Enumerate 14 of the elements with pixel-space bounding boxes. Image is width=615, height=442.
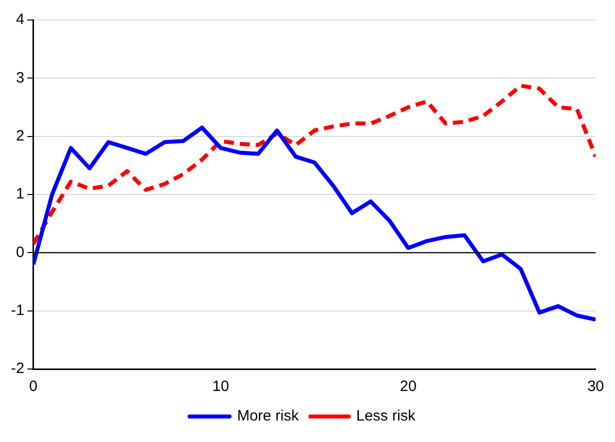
x-tick-label: 20: [400, 378, 417, 396]
y-tick-label: -1: [10, 302, 24, 319]
y-tick-label: 0: [16, 244, 24, 261]
legend-label: Less risk: [356, 408, 416, 425]
x-tick-label: 0: [29, 378, 38, 396]
x-tick-label: 30: [587, 378, 604, 396]
line-series: [33, 84, 596, 246]
y-tick-label: 1: [16, 186, 24, 203]
y-tick-label: 3: [16, 69, 24, 86]
x-tick-label: 10: [212, 378, 230, 396]
legend-label: More risk: [237, 408, 300, 425]
y-tick-label: 4: [16, 11, 24, 28]
y-tick-label: -2: [10, 360, 24, 378]
y-tick-label: 2: [16, 127, 24, 144]
